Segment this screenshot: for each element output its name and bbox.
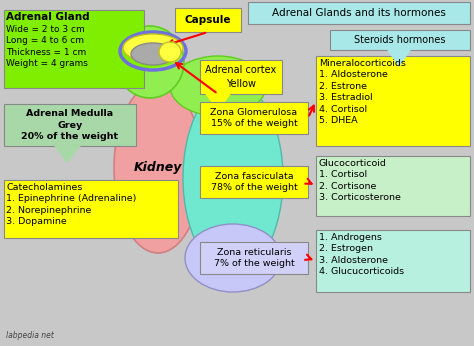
Text: Adrenal Medulla
Grey
20% of the weight: Adrenal Medulla Grey 20% of the weight [21, 109, 118, 141]
FancyBboxPatch shape [316, 56, 470, 146]
Text: Adrenal Gland: Adrenal Gland [6, 12, 90, 22]
Text: Adrenal Glands and its hormones: Adrenal Glands and its hormones [272, 8, 446, 18]
Ellipse shape [116, 26, 184, 98]
Text: Zona fasciculata
78% of the weight: Zona fasciculata 78% of the weight [210, 172, 297, 192]
Ellipse shape [131, 43, 175, 65]
FancyBboxPatch shape [316, 230, 470, 292]
Polygon shape [388, 50, 410, 66]
Text: Wide = 2 to 3 cm
Long = 4 to 6 cm
Thickness = 1 cm
Weight = 4 grams: Wide = 2 to 3 cm Long = 4 to 6 cm Thickn… [6, 25, 88, 69]
FancyBboxPatch shape [4, 180, 178, 238]
FancyBboxPatch shape [4, 104, 136, 146]
Ellipse shape [114, 83, 202, 253]
Text: 1. Androgens
2. Estrogen
3. Aldosterone
4. Glucucorticoids: 1. Androgens 2. Estrogen 3. Aldosterone … [319, 233, 404, 276]
FancyBboxPatch shape [316, 156, 470, 216]
Text: Kidney: Kidney [134, 162, 182, 174]
Ellipse shape [170, 56, 266, 116]
FancyBboxPatch shape [200, 242, 308, 274]
Text: Adrenal cortex
Yellow: Adrenal cortex Yellow [205, 65, 277, 89]
FancyBboxPatch shape [200, 166, 308, 198]
Text: Glucocorticoid
1. Cortisol
2. Cortisone
3. Corticosterone: Glucocorticoid 1. Cortisol 2. Cortisone … [319, 159, 401, 202]
FancyBboxPatch shape [175, 8, 241, 32]
Text: Capsule: Capsule [185, 15, 231, 25]
Ellipse shape [159, 42, 181, 62]
FancyBboxPatch shape [200, 102, 308, 134]
Polygon shape [55, 146, 80, 162]
Ellipse shape [183, 83, 283, 273]
Ellipse shape [185, 224, 281, 292]
Text: Steroids hormones: Steroids hormones [354, 35, 446, 45]
Polygon shape [144, 56, 172, 70]
FancyBboxPatch shape [4, 10, 144, 88]
FancyBboxPatch shape [200, 60, 282, 94]
Text: Zona Glomerulosa
15% of the weight: Zona Glomerulosa 15% of the weight [210, 108, 298, 128]
Text: Catecholamines
1. Epinephrine (Adrenaline)
2. Norepinephrine
3. Dopamine: Catecholamines 1. Epinephrine (Adrenalin… [6, 183, 137, 226]
Polygon shape [206, 94, 230, 110]
Text: Mineralocorticoids
1. Aldosterone
2. Estrone
3. Estradiol
4. Cortisol
5. DHEA: Mineralocorticoids 1. Aldosterone 2. Est… [319, 59, 406, 125]
FancyBboxPatch shape [248, 2, 470, 24]
Text: labpedia net: labpedia net [6, 331, 54, 340]
FancyBboxPatch shape [330, 30, 470, 50]
Ellipse shape [123, 34, 183, 62]
Text: Zona reticularis
7% of the weight: Zona reticularis 7% of the weight [214, 248, 294, 268]
